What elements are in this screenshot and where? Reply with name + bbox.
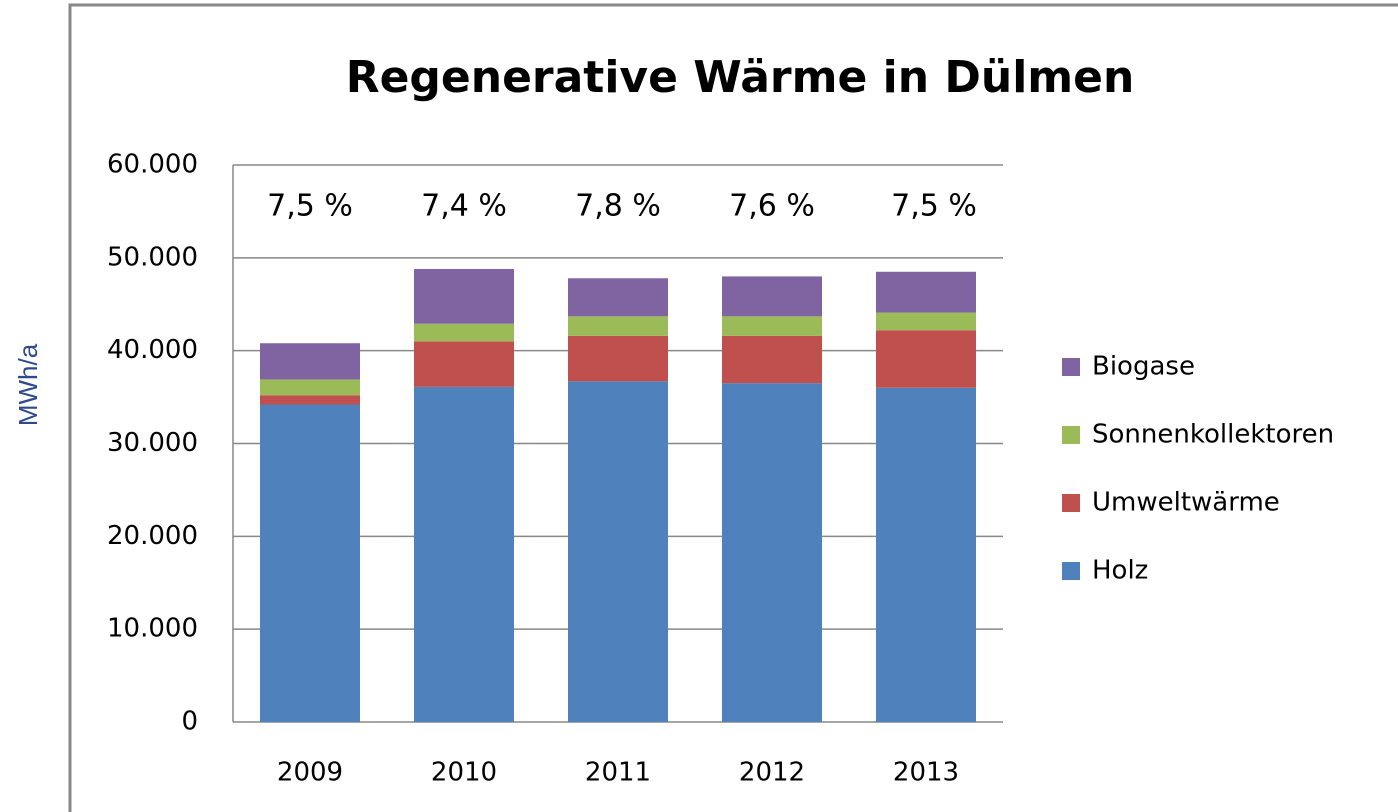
bar-segment <box>260 395 360 405</box>
annotation: 7,4 % <box>421 189 507 224</box>
y-tick-label: 10.000 <box>107 614 198 644</box>
y-tick-label: 40.000 <box>107 335 198 365</box>
y-axis-label: MWh/a <box>13 343 43 426</box>
y-tick-label: 50.000 <box>107 242 198 272</box>
x-tick-label: 2011 <box>585 758 651 788</box>
x-tick-label: 2012 <box>739 758 805 788</box>
y-tick-label: 20.000 <box>107 521 198 551</box>
legend-swatch <box>1062 562 1080 580</box>
bar-segment <box>568 335 668 382</box>
bar-segment <box>568 381 668 722</box>
legend-label: Holz <box>1092 556 1148 586</box>
bar-segment <box>722 316 822 336</box>
bar-segment <box>876 312 976 331</box>
annotation: 7,8 % <box>575 189 661 224</box>
bar-segment <box>722 383 822 722</box>
bar-segment <box>568 316 668 336</box>
bar-segment <box>414 341 514 387</box>
annotation: 7,5 % <box>267 189 353 224</box>
bar-segment <box>260 379 360 396</box>
bar-segment <box>260 343 360 380</box>
annotation: 7,6 % <box>729 189 815 224</box>
bar-segment <box>722 276 822 317</box>
legend-swatch <box>1062 494 1080 512</box>
y-tick-label: 0 <box>181 707 198 737</box>
legend-label: Umweltwärme <box>1092 488 1280 518</box>
bar-segment <box>568 278 668 317</box>
legend-label: Sonnenkollektoren <box>1092 420 1334 450</box>
y-tick-label: 30.000 <box>107 428 198 458</box>
legend-label: Biogase <box>1092 352 1195 382</box>
annotation: 7,5 % <box>891 189 977 224</box>
bar-segment <box>414 323 514 342</box>
bar-segment <box>414 386 514 722</box>
x-tick-label: 2010 <box>431 758 497 788</box>
legend-swatch <box>1062 358 1080 376</box>
bar-segment <box>876 330 976 388</box>
bar-segment <box>260 404 360 722</box>
y-tick-label: 60.000 <box>107 150 198 180</box>
bar-segment <box>876 387 976 722</box>
chart-title: Regenerative Wärme in Dülmen <box>346 52 1135 103</box>
bar-segment <box>722 335 822 384</box>
x-tick-label: 2009 <box>277 758 343 788</box>
legend-swatch <box>1062 426 1080 444</box>
bar-segment <box>876 271 976 313</box>
bar-segment <box>414 268 514 324</box>
x-tick-label: 2013 <box>893 758 959 788</box>
